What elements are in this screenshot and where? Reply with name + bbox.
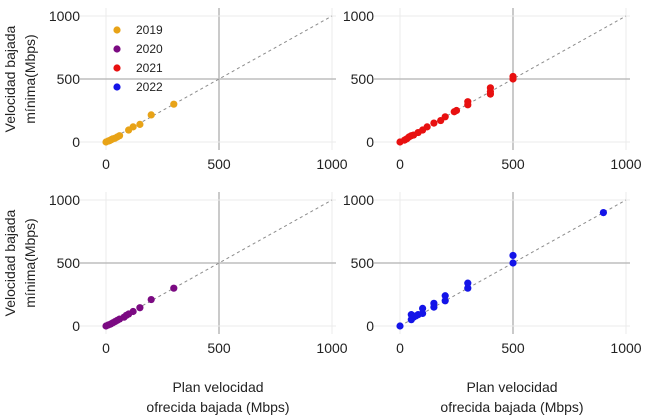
- legend-swatch: [113, 26, 121, 34]
- y-tick-label: 0: [72, 134, 80, 150]
- data-point: [486, 84, 494, 92]
- y-axis-label-top-line2: mínima(Mbps): [22, 34, 38, 123]
- y-axis-label-bottom-line1: Velocidad bajada: [2, 209, 18, 316]
- data-point: [136, 120, 144, 128]
- data-point: [419, 304, 427, 312]
- x-axis-label-right: Plan velocidad ofrecida bajada (Mbps): [440, 379, 583, 415]
- legend-label: 2019: [136, 23, 163, 37]
- data-point: [430, 119, 438, 127]
- data-point: [509, 259, 517, 267]
- panel-2022: 0 500 1000 0 500 1000: [343, 192, 642, 356]
- legend-label: 2022: [136, 80, 163, 94]
- x-tick-label: 0: [396, 340, 404, 356]
- data-point: [441, 113, 449, 121]
- data-point: [441, 297, 449, 305]
- x-tick-label: 500: [207, 156, 231, 172]
- panel-2019: 0 500 1000 0 500 1000: [49, 8, 348, 172]
- data-point: [147, 111, 155, 119]
- y-axis-label-top-line1: Velocidad bajada: [2, 25, 18, 132]
- data-point: [599, 209, 608, 217]
- x-tick-label: 0: [102, 156, 110, 172]
- data-point: [452, 106, 461, 115]
- y-tick-label: 0: [72, 318, 80, 334]
- data-point: [136, 304, 144, 312]
- data-point: [396, 322, 404, 330]
- y-tick-label: 0: [366, 318, 374, 334]
- x-axis-label-left-line1: Plan velocidad: [172, 379, 263, 395]
- data-point: [464, 279, 472, 287]
- data-point: [129, 123, 137, 131]
- y-tick-label: 500: [351, 255, 375, 271]
- x-axis-label-right-line2: ofrecida bajada (Mbps): [440, 399, 583, 415]
- data-point: [147, 295, 155, 304]
- data-point: [423, 123, 431, 131]
- x-tick-label: 500: [207, 340, 231, 356]
- data-point: [129, 307, 137, 316]
- data-point: [419, 309, 427, 317]
- y-tick-label: 500: [57, 255, 81, 271]
- reference-line: [399, 199, 627, 327]
- y-axis-label-top: Velocidad bajada mínima(Mbps): [2, 25, 38, 132]
- x-axis-label-left: Plan velocidad ofrecida bajada (Mbps): [146, 379, 289, 415]
- y-tick-label: 1000: [343, 8, 374, 24]
- reference-line: [105, 199, 333, 327]
- legend-swatch: [113, 64, 121, 72]
- y-tick-label: 1000: [343, 192, 374, 208]
- data-point: [464, 98, 472, 106]
- legend-label: 2021: [136, 61, 163, 75]
- data-point: [509, 72, 517, 81]
- legend-label: 2020: [136, 42, 163, 56]
- x-tick-label: 500: [501, 340, 525, 356]
- x-tick-label: 1000: [610, 156, 641, 172]
- y-tick-label: 500: [351, 71, 375, 87]
- x-tick-label: 1000: [316, 340, 347, 356]
- legend-swatch: [113, 45, 121, 53]
- y-tick-label: 500: [57, 71, 81, 87]
- data-point: [464, 284, 472, 292]
- data-point: [170, 100, 178, 108]
- x-tick-label: 0: [102, 340, 110, 356]
- data-point: [430, 299, 438, 307]
- y-tick-label: 0: [366, 134, 374, 150]
- data-point: [509, 251, 517, 260]
- x-axis-label-left-line2: ofrecida bajada (Mbps): [146, 399, 289, 415]
- x-axis-label-right-line1: Plan velocidad: [466, 379, 557, 395]
- data-point: [170, 284, 178, 292]
- y-axis-label-bottom-line2: mínima(Mbps): [22, 218, 38, 307]
- y-axis-label-bottom: Velocidad bajada mínima(Mbps): [2, 209, 38, 316]
- y-tick-label: 1000: [49, 8, 80, 24]
- y-tick-label: 1000: [49, 192, 80, 208]
- x-tick-label: 1000: [316, 156, 347, 172]
- reference-line: [105, 15, 333, 143]
- legend-swatch: [113, 83, 121, 91]
- x-tick-label: 1000: [610, 340, 641, 356]
- panel-2021: 0 500 1000 0 500 1000: [343, 8, 642, 172]
- legend: 2019 2020 2021 2022: [113, 23, 163, 94]
- data-point: [115, 132, 124, 140]
- x-tick-label: 0: [396, 156, 404, 172]
- x-tick-label: 500: [501, 156, 525, 172]
- data-point: [441, 292, 449, 300]
- panel-2020: 0 500 1000 0 500 1000: [49, 192, 348, 356]
